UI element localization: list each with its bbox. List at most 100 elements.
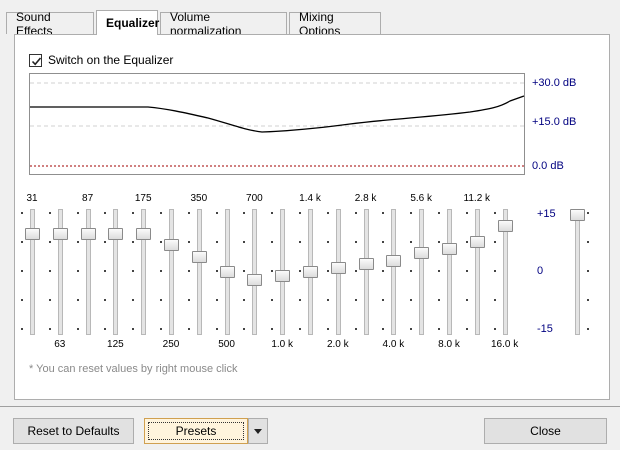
slider-thumb[interactable] (108, 228, 124, 240)
presets-dropdown-button[interactable] (248, 418, 268, 444)
band-slider-11[interactable] (330, 209, 346, 335)
band-slider-1[interactable] (52, 209, 68, 335)
slider-thumb[interactable] (330, 262, 346, 275)
footer-divider (0, 406, 620, 407)
tick-dot (587, 328, 589, 330)
slider-thumb[interactable] (275, 269, 291, 282)
equalizer-checkbox[interactable] (29, 53, 42, 67)
slider-thumb[interactable] (386, 254, 402, 267)
eq-response-graph (29, 73, 525, 175)
tick-dot (438, 270, 440, 272)
slider-track[interactable] (141, 209, 147, 335)
band-slider-16[interactable] (469, 209, 485, 335)
band-slider-2[interactable] (80, 209, 96, 335)
slider-thumb[interactable] (303, 266, 318, 278)
band-slider-0[interactable] (25, 209, 40, 335)
presets-button[interactable]: Presets (144, 418, 248, 444)
tick-dot (271, 241, 274, 243)
slider-track[interactable] (169, 209, 174, 335)
chevron-down-icon (254, 428, 262, 434)
band-frequency-label: 31 (26, 193, 38, 204)
tick-dot (354, 299, 357, 301)
tick-dot (160, 241, 162, 243)
band-slider-10[interactable] (303, 209, 318, 335)
band-slider-6[interactable] (191, 209, 207, 335)
slider-thumb[interactable] (80, 228, 96, 240)
slider-thumb[interactable] (469, 235, 485, 248)
slider-thumb[interactable] (136, 228, 152, 240)
band-slider-7[interactable] (219, 209, 235, 335)
slider-thumb[interactable] (25, 228, 40, 240)
slider-track[interactable] (474, 209, 480, 335)
band-slider-4[interactable] (136, 209, 152, 335)
slider-track[interactable] (113, 209, 119, 335)
slider-track[interactable] (575, 209, 580, 335)
tick-dot (382, 328, 385, 330)
tick-dot (382, 270, 385, 272)
tab-equalizer[interactable]: Equalizer (96, 10, 159, 35)
tick-dot (354, 270, 357, 272)
tick-dot (410, 270, 413, 272)
slider-track[interactable] (447, 209, 452, 335)
preamp-slider[interactable] (570, 209, 585, 335)
tick-dot (243, 299, 246, 301)
band-slider-14[interactable] (414, 209, 430, 335)
slider-track[interactable] (363, 209, 369, 335)
tick-dot (587, 241, 589, 243)
slider-thumb[interactable] (247, 273, 263, 286)
close-button[interactable]: Close (484, 418, 607, 444)
tick-dot (299, 241, 301, 243)
slider-track[interactable] (419, 209, 425, 335)
slider-thumb[interactable] (219, 266, 235, 278)
equalizer-switch[interactable]: Switch on the Equalizer (29, 53, 173, 67)
band-slider-3[interactable] (108, 209, 124, 335)
tick-dot (326, 299, 329, 301)
scale-label-top: +15 (537, 208, 556, 220)
reset-defaults-button[interactable]: Reset to Defaults (13, 418, 134, 444)
band-slider-17[interactable] (497, 209, 513, 335)
slider-track[interactable] (57, 209, 63, 335)
band-frequency-label: 87 (82, 193, 94, 204)
band-slider-5[interactable] (164, 209, 179, 335)
tick-dot (326, 270, 329, 272)
slider-track[interactable] (196, 209, 202, 335)
slider-thumb[interactable] (414, 247, 430, 259)
tab-sound-effects[interactable]: Sound Effects (6, 10, 94, 38)
tick-dot (76, 299, 79, 301)
tick-dot (104, 299, 107, 301)
slider-thumb[interactable] (191, 250, 207, 263)
band-slider-12[interactable] (358, 209, 374, 335)
tab-volume-normalization[interactable]: Volume normalization (160, 10, 287, 38)
tab-mixing-options[interactable]: Mixing Options (289, 10, 381, 38)
slider-track[interactable] (30, 209, 35, 335)
eq-response-curve (30, 82, 525, 167)
slider-track[interactable] (391, 209, 397, 335)
slider-thumb[interactable] (570, 209, 585, 221)
tick-dot (48, 241, 51, 243)
tick-dot (160, 212, 162, 214)
tick-dot (132, 299, 135, 301)
slider-thumb[interactable] (52, 228, 68, 240)
tick-dot (271, 328, 274, 330)
slider-track[interactable] (252, 209, 258, 335)
tick-dot (48, 328, 51, 330)
slider-thumb[interactable] (358, 258, 374, 271)
slider-track[interactable] (85, 209, 91, 335)
tick-dot (187, 241, 190, 243)
band-slider-15[interactable] (442, 209, 457, 335)
tick-dot (215, 241, 218, 243)
presets-label: Presets (148, 422, 244, 440)
tick-dot (76, 212, 79, 214)
band-slider-13[interactable] (386, 209, 402, 335)
slider-track[interactable] (502, 209, 508, 335)
band-frequency-label: 4.0 k (382, 339, 405, 350)
slider-thumb[interactable] (497, 220, 513, 233)
band-slider-9[interactable] (275, 209, 291, 335)
tick-dot (243, 328, 246, 330)
slider-thumb[interactable] (164, 239, 179, 252)
scale-label-mid: 0 (537, 265, 544, 277)
slider-thumb[interactable] (442, 243, 457, 256)
tick-dot (587, 270, 589, 272)
tick-dot (187, 328, 190, 330)
band-slider-8[interactable] (247, 209, 263, 335)
